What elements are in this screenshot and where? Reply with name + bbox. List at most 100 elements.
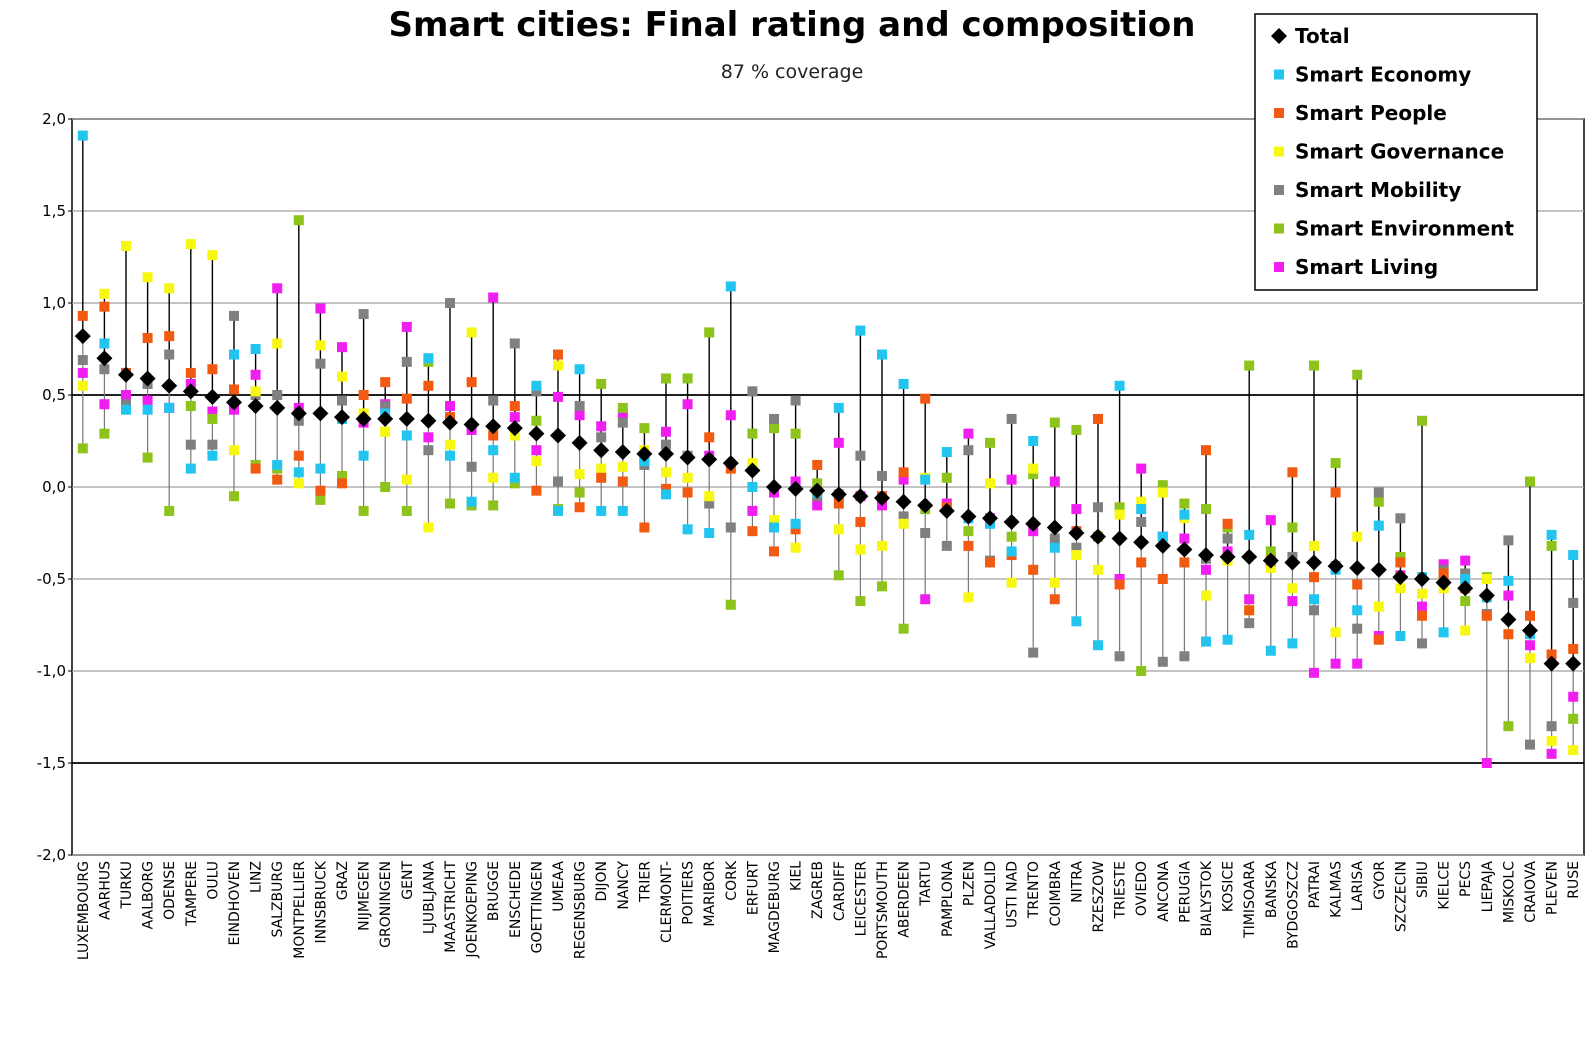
smart-environment-point [380, 482, 391, 492]
city-label: PAMPLONA [940, 861, 956, 937]
smart-mobility-point [574, 401, 585, 412]
city-label: BIALYSTOK [1199, 860, 1215, 936]
smart-environment-point [704, 327, 715, 338]
total-point [1522, 622, 1538, 639]
total-point [614, 444, 631, 461]
smart-mobility-point [445, 298, 455, 308]
total-point [1478, 587, 1495, 604]
smart-governance-point [401, 474, 412, 485]
city-label: NITRA [1069, 861, 1085, 903]
smart-economy-point [1136, 504, 1147, 515]
smart-environment-point [164, 505, 175, 516]
smart-economy-point [769, 522, 779, 533]
smart-governance-point [682, 472, 693, 483]
smart-living-point [574, 410, 585, 421]
smart-mobility-point [1093, 502, 1103, 513]
total-point [1414, 571, 1430, 587]
smart-living-point [682, 399, 693, 410]
smart-governance-point [1460, 625, 1471, 636]
smart-environment-point [1244, 360, 1255, 371]
smart-people-point [142, 332, 153, 343]
smart-environment-point [682, 373, 693, 384]
smart-people-point [596, 472, 607, 483]
smart-environment-point [1417, 415, 1427, 426]
smart-economy-point [164, 402, 175, 413]
smart-environment-point [617, 402, 628, 413]
smart-people-point [229, 384, 239, 395]
total-point [398, 410, 415, 427]
smart-environment-point [401, 505, 412, 516]
city-label: GYOR [1372, 861, 1388, 900]
city-label: LEICESTER [853, 861, 869, 937]
smart-environment-point [358, 505, 369, 516]
city-label: MONTPELLIER [292, 861, 308, 959]
smart-mobility-point [1417, 638, 1427, 649]
smart-living-point [1309, 667, 1319, 678]
smart-economy-point [509, 472, 520, 483]
smart-living-point [725, 410, 736, 421]
smart-people-point [1395, 557, 1406, 568]
smart-living-point [920, 594, 931, 605]
total-point [334, 409, 350, 426]
total-point [1500, 611, 1517, 628]
total-legend-label: Total [1295, 24, 1350, 48]
total-point [377, 410, 394, 427]
smart-people-point [1438, 568, 1449, 579]
smart-economy-point [1460, 574, 1471, 584]
smart-mobility-point [1373, 487, 1384, 498]
smart-economy-point [1438, 627, 1449, 638]
smart-governance-point [380, 426, 391, 437]
city-label: LUXEMBOURG [76, 861, 92, 960]
total-point [1111, 530, 1128, 547]
city-label: ABERDEEN [897, 861, 913, 938]
smart-economy-point [358, 450, 369, 461]
smart-mobility-legend-marker [1274, 185, 1284, 195]
smart-environment-point [185, 401, 196, 412]
total-point [1543, 655, 1560, 672]
smart-governance-point [574, 469, 585, 480]
smart-living-point [1568, 691, 1579, 702]
smart-people-point [1568, 643, 1579, 654]
total-point [420, 412, 437, 429]
total-point [766, 479, 782, 495]
city-label: SIBIU [1415, 861, 1431, 898]
smart-mobility-point [207, 439, 218, 450]
smart-governance-point [466, 327, 477, 338]
smart-mobility-point [185, 439, 196, 450]
smart-mobility-point [164, 349, 175, 360]
smart-living-point [1287, 596, 1298, 607]
total-point [874, 490, 890, 507]
smart-economy-point [77, 130, 88, 141]
smart-economy-legend-marker [1274, 69, 1284, 80]
smart-economy-point [704, 528, 715, 538]
smart-living-point [1352, 658, 1363, 669]
smart-environment-point [596, 378, 607, 389]
smart-people-point [488, 430, 499, 441]
smart-economy-point [1244, 529, 1255, 540]
y-tick-label: -1,5 [37, 754, 66, 772]
smart-governance-point [553, 360, 563, 371]
smart-living-point [1244, 594, 1255, 605]
total-point [182, 383, 199, 400]
smart-people-point [1157, 574, 1168, 584]
smart-economy-point [682, 524, 693, 535]
smart-environment-point [1114, 502, 1125, 513]
smart-governance-point [337, 371, 347, 382]
smart-environment-point [1330, 458, 1341, 469]
city-label: ODENSE [162, 861, 178, 920]
smart-economy-point [941, 447, 952, 458]
smart-economy-point [855, 325, 866, 336]
smart-governance-point [898, 518, 909, 529]
total-point [852, 488, 869, 505]
smart-governance-point [833, 524, 844, 535]
smart-economy-point [1568, 550, 1579, 561]
smart-people-point [1244, 605, 1255, 616]
smart-economy-point [1006, 546, 1017, 557]
city-label: NANCY [616, 861, 632, 910]
smart-people-point [1222, 518, 1233, 529]
smart-governance-point [1330, 627, 1341, 638]
total-point [1003, 513, 1020, 530]
total-point [96, 350, 113, 367]
smart-living-point [661, 426, 671, 437]
smart-people-point [1049, 594, 1060, 605]
